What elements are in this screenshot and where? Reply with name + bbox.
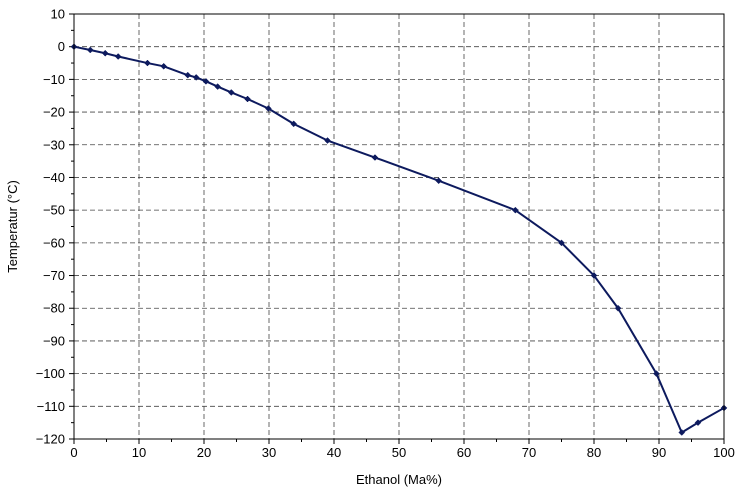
x-tick-label: 0 — [70, 445, 77, 460]
x-tick-label: 100 — [713, 445, 735, 460]
grid-layer — [74, 14, 724, 439]
x-tick-label: 10 — [132, 445, 146, 460]
data-point — [184, 71, 192, 79]
y-tick-label: −30 — [43, 137, 65, 152]
y-axis-label: Temperatur (°C) — [5, 180, 20, 273]
x-tick-label: 70 — [522, 445, 536, 460]
y-tick-label: 0 — [58, 39, 65, 54]
data-point — [227, 89, 235, 96]
x-axis-label: Ethanol (Ma%) — [356, 472, 442, 487]
data-point — [694, 419, 702, 427]
data-point — [590, 272, 598, 279]
y-tick-label: −110 — [37, 399, 65, 414]
y-tick-label: 10 — [51, 7, 65, 22]
data-point — [114, 53, 122, 60]
y-tick-label: −60 — [43, 235, 65, 250]
labels-layer: Ethanol (Ma%) Temperatur (°C) — [5, 180, 442, 487]
data-point — [192, 74, 200, 81]
x-tick-label: 20 — [197, 445, 211, 460]
data-point — [144, 59, 151, 67]
data-point — [653, 370, 660, 377]
data-point — [86, 46, 94, 54]
plot-frame — [73, 13, 725, 440]
data-point — [558, 239, 565, 247]
data-point — [324, 137, 331, 144]
x-tick-label: 30 — [262, 445, 276, 460]
y-tick-label: −10 — [43, 72, 65, 87]
y-tick-label: −70 — [43, 268, 65, 283]
data-point — [511, 206, 519, 214]
x-tick-label: 40 — [327, 445, 341, 460]
y-tick-label: −120 — [36, 432, 65, 447]
ticks-layer: 0 10 20 30 40 50 60 70 80 90 100100−10−20−30−40−50… — [36, 7, 735, 461]
data-point — [101, 49, 109, 57]
data-point — [678, 429, 686, 436]
y-tick-label: −100 — [36, 366, 65, 381]
x-tick-label: 60 — [457, 445, 471, 460]
data-point — [202, 77, 210, 85]
x-tick-label: 90 — [652, 445, 666, 460]
data-point — [264, 105, 272, 112]
data-point — [290, 120, 298, 128]
data-point — [614, 304, 622, 312]
data-point — [244, 95, 251, 103]
y-tick-label: −90 — [43, 333, 65, 348]
data-point — [160, 62, 168, 70]
data-point — [435, 177, 443, 185]
y-tick-label: −50 — [43, 203, 65, 218]
data-point — [214, 83, 222, 90]
x-tick-label: 80 — [587, 445, 601, 460]
data-point — [371, 154, 379, 161]
x-tick-label: 50 — [392, 445, 406, 460]
y-tick-label: −80 — [43, 301, 65, 316]
y-tick-label: −20 — [43, 105, 65, 120]
series-layer — [70, 43, 728, 436]
y-tick-label: −40 — [43, 170, 65, 185]
